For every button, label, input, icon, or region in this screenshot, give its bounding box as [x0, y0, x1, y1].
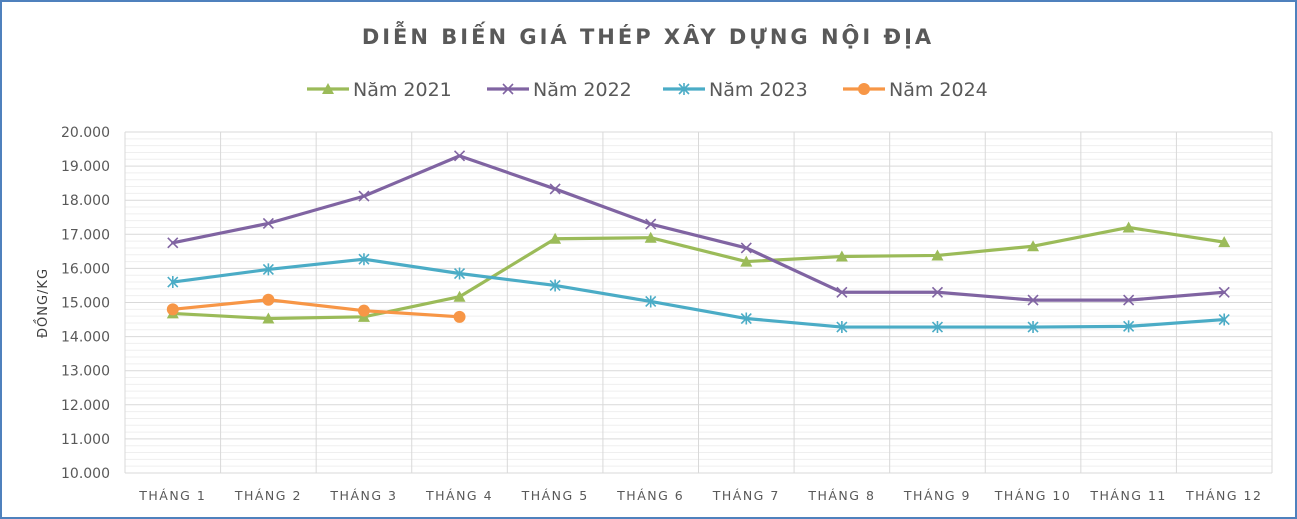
series-line: [171, 257, 1226, 329]
star-marker: [358, 253, 370, 266]
legend-label: Năm 2022: [533, 79, 632, 101]
star-marker: [453, 267, 466, 280]
chart-title: DIỄN BIẾN GIÁ THÉP XÂY DỰNG NỘI ĐỊA: [362, 21, 934, 49]
legend: Năm 2021 Năm 2022 Năm 2023 Năm 2024: [307, 79, 988, 101]
series-group: [166, 150, 1231, 334]
legend-item: Năm 2023: [663, 79, 808, 101]
legend-item: Năm 2022: [487, 79, 632, 101]
star-marker: [549, 279, 561, 292]
triangle-marker: [1027, 240, 1040, 252]
circle-marker: [166, 303, 179, 316]
y-tick-label: 20.000: [61, 125, 110, 141]
x-marker: [453, 150, 466, 162]
star-marker: [678, 83, 690, 95]
series-line: [171, 298, 462, 319]
y-tick-label: 17.000: [61, 227, 110, 243]
triangle-marker: [1218, 236, 1231, 248]
star-marker: [1218, 313, 1230, 326]
star-marker: [836, 321, 848, 334]
y-tick-label: 15.000: [61, 296, 110, 312]
x-axis-ticks: THÁNG 1 THÁNG 2 THÁNG 3 THÁNG 4 THÁNG 5 THÁNG…: [138, 488, 1263, 503]
circle-marker: [357, 304, 370, 317]
series-năm-2024: [166, 293, 466, 323]
series-năm-2023: [167, 253, 1230, 334]
star-marker: [931, 321, 944, 334]
x-marker: [502, 83, 514, 95]
y-tick-label: 16.000: [61, 261, 110, 277]
x-marker: [931, 286, 944, 298]
triangle-marker: [453, 290, 466, 302]
series-năm-2022: [167, 150, 1230, 306]
x-tick-label: THÁNG 1: [138, 488, 206, 503]
x-tick-label: THÁNG 9: [903, 488, 971, 503]
y-axis-ticks: 10.000 11.000 12.000 13.000 14.000 15.000 16.0…: [61, 125, 110, 482]
star-marker: [167, 276, 179, 289]
legend-label: Năm 2024: [889, 79, 988, 101]
triangle-marker: [549, 232, 562, 244]
star-marker: [1123, 320, 1135, 333]
x-tick-label: THÁNG 3: [329, 488, 397, 503]
legend-item: Năm 2024: [843, 79, 988, 101]
triangle-marker: [1122, 221, 1135, 233]
circle-marker: [262, 293, 275, 306]
x-tick-label: THÁNG 10: [994, 488, 1072, 503]
triangle-marker: [322, 83, 334, 94]
x-marker: [1218, 286, 1230, 298]
x-tick-label: THÁNG 7: [712, 488, 780, 503]
x-tick-label: THÁNG 5: [521, 488, 589, 503]
x-tick-label: THÁNG 2: [234, 488, 302, 503]
triangle-marker: [931, 249, 944, 261]
x-marker: [262, 217, 274, 229]
triangle-marker: [835, 250, 848, 262]
x-marker: [1123, 294, 1135, 306]
y-tick-label: 11.000: [61, 432, 110, 448]
y-tick-label: 18.000: [61, 193, 110, 209]
x-marker: [358, 190, 370, 202]
triangle-marker: [262, 312, 275, 324]
legend-label: Năm 2023: [709, 79, 808, 101]
y-axis-label: ĐỒNG/KG: [34, 268, 51, 338]
x-marker: [167, 237, 179, 249]
x-marker: [740, 242, 752, 254]
star-marker: [262, 263, 274, 276]
circle-marker: [453, 310, 466, 323]
series-năm-2021: [166, 221, 1231, 324]
star-marker: [645, 295, 657, 308]
x-marker: [645, 218, 657, 230]
y-tick-label: 13.000: [61, 364, 110, 380]
y-tick-label: 19.000: [61, 159, 110, 175]
x-tick-label: THÁNG 11: [1089, 488, 1167, 503]
x-tick-label: THÁNG 8: [807, 488, 875, 503]
x-marker: [549, 183, 561, 195]
x-tick-label: THÁNG 4: [425, 488, 493, 503]
star-marker: [1027, 321, 1039, 334]
star-marker: [740, 312, 752, 325]
y-tick-label: 14.000: [61, 330, 110, 346]
legend-item: Năm 2021: [307, 79, 452, 101]
series-line: [171, 154, 1226, 302]
x-marker: [1027, 294, 1039, 306]
x-tick-label: THÁNG 6: [616, 488, 684, 503]
y-tick-label: 10.000: [61, 466, 110, 482]
gridlines: [124, 131, 1273, 474]
y-tick-label: 12.000: [61, 398, 110, 414]
legend-label: Năm 2021: [353, 79, 452, 101]
x-tick-label: THÁNG 12: [1185, 488, 1263, 503]
x-marker: [836, 286, 848, 298]
series-line: [171, 225, 1226, 321]
triangle-marker: [740, 255, 753, 267]
circle-marker: [858, 83, 870, 95]
triangle-marker: [644, 231, 657, 243]
